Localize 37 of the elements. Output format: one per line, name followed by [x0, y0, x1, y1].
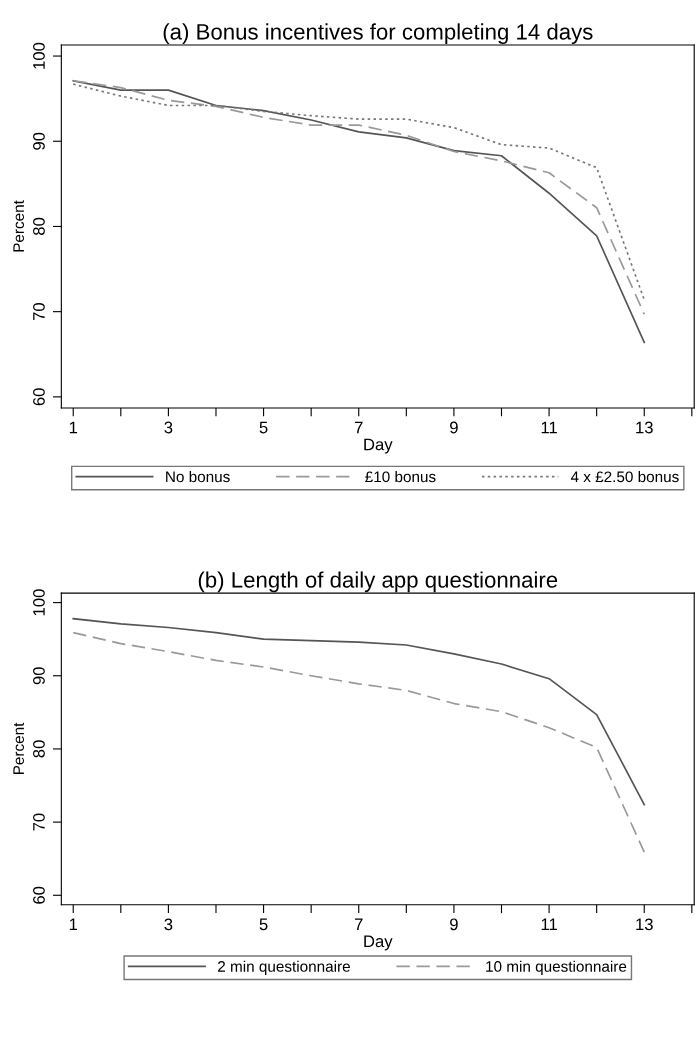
y-tick-label: 90 — [33, 667, 45, 685]
chart-title: (a) Bonus incentives for completing 14 days — [163, 23, 593, 45]
y-tick-label: 100 — [33, 42, 45, 69]
x-tick-label: 3 — [164, 918, 173, 931]
line-series — [72, 631, 646, 853]
legend-label: £10 bonus — [365, 470, 436, 483]
y-tick-label: 100 — [33, 589, 45, 616]
x-tick-label: 13 — [636, 421, 653, 434]
line-series — [72, 617, 646, 806]
legend-label: No bonus — [166, 470, 230, 483]
x-tick-label: 9 — [450, 918, 458, 931]
y-tick-label: 70 — [33, 813, 45, 831]
y-tick-label: 80 — [33, 217, 45, 235]
x-tick-label: 3 — [164, 421, 173, 434]
x-tick-label: 5 — [259, 421, 268, 434]
legend-label: 2 min questionnaire — [218, 960, 350, 975]
x-tick-label: 7 — [354, 421, 363, 434]
y-tick-label: 70 — [33, 303, 45, 321]
y-axis-title: Percent — [13, 200, 25, 252]
legend-label: 10 min questionnaire — [486, 960, 627, 975]
x-tick-label: 11 — [541, 421, 557, 434]
x-tick-label: 13 — [636, 918, 653, 931]
x-tick-label: 1 — [69, 918, 78, 931]
chart-title: (b) Length of daily app questionnaire — [198, 571, 558, 593]
y-tick-label: 80 — [33, 740, 45, 758]
y-tick-label: 60 — [33, 388, 45, 406]
y-tick-label: 90 — [33, 132, 45, 150]
x-tick-label: 9 — [450, 421, 458, 434]
x-axis-title: Day — [364, 935, 393, 951]
x-tick-label: 11 — [541, 918, 557, 931]
x-axis-title: Day — [364, 438, 393, 454]
x-tick-label: 5 — [259, 918, 268, 931]
y-axis-title: Percent — [13, 722, 25, 775]
x-tick-label: 7 — [354, 918, 363, 931]
x-tick-label: 1 — [69, 421, 78, 434]
y-tick-label: 60 — [33, 886, 45, 904]
legend-label: 4 x £2.50 bonus — [570, 470, 679, 483]
